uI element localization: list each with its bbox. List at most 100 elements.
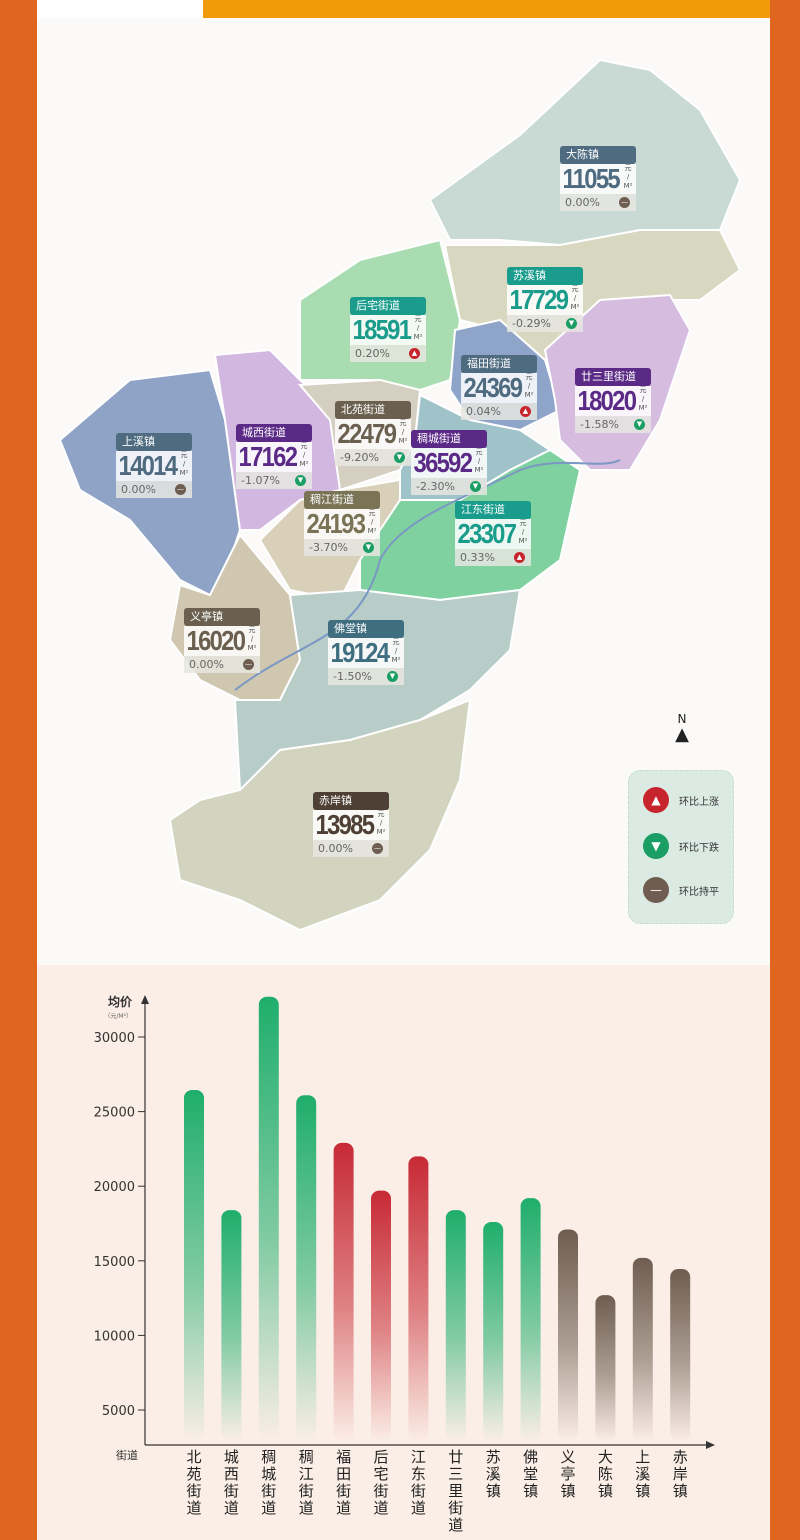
price-unit: 元 / M² [376, 810, 386, 836]
down-trend-icon: ▼ [363, 542, 374, 553]
legend-label: 环比上涨 [679, 796, 719, 808]
price-unit: 元 / M² [299, 442, 309, 468]
region-name: 城西街道 [236, 424, 312, 442]
region-name: 苏溪镇 [507, 267, 583, 285]
region-name: 稠城街道 [411, 430, 487, 448]
legend-item-flat: — 环比持平 [643, 877, 719, 903]
region-price: 13985 [315, 809, 375, 840]
price-unit: 元 / M² [247, 626, 257, 652]
region-name: 赤岸镇 [313, 792, 389, 810]
region-price: 17729 [509, 284, 569, 315]
down-arrow-icon: ▼ [643, 833, 669, 859]
header-left [37, 0, 203, 18]
region-name: 后宅街道 [350, 297, 426, 315]
x-tick-label: 城西街道 [224, 1448, 239, 1517]
region-name: 江东街道 [455, 501, 531, 519]
price-unit: 元 / M² [179, 451, 189, 477]
legend: ▲ 环比上涨 ▼ 环比下跌 — 环比持平 [628, 770, 734, 924]
flat-dash-icon: — [643, 877, 669, 903]
region-change: -9.20% [340, 451, 379, 464]
y-tick-label: 30000 [94, 1031, 135, 1046]
x-tick-label: 佛堂镇 [523, 1448, 538, 1500]
map-label: 北苑街道 22479 元 / M² -9.20% ▼ [335, 401, 411, 466]
bar [483, 1222, 504, 1442]
bar [595, 1295, 616, 1442]
x-tick-label: 义亭镇 [560, 1448, 575, 1500]
map-label: 上溪镇 14014 元 / M² 0.00% — [116, 433, 192, 498]
bar [445, 1210, 466, 1442]
x-tick-label: 江东街道 [411, 1448, 426, 1517]
region-change: 0.04% [466, 405, 501, 418]
price-unit: 元 / M² [413, 315, 423, 341]
down-trend-icon: ▼ [566, 318, 577, 329]
price-unit: 元 / M² [524, 373, 534, 399]
region-change: -1.07% [241, 474, 280, 487]
y-tick-label: 5000 [102, 1404, 135, 1419]
legend-label: 环比持平 [679, 886, 719, 898]
price-unit: 元 / M² [367, 509, 377, 535]
bar [670, 1269, 691, 1442]
map-label: 稠江街道 24193 元 / M² -3.70% ▼ [304, 491, 380, 556]
bar [371, 1190, 391, 1442]
region-change: 0.00% [189, 658, 224, 671]
y-tick-label: 20000 [94, 1180, 135, 1195]
region-price: 17162 [238, 441, 298, 472]
price-unit: 元 / M² [570, 285, 580, 311]
region-change: -2.30% [416, 480, 455, 493]
map-label: 福田街道 24369 元 / M² 0.04% ▲ [461, 355, 537, 420]
region-price: 11055 [562, 163, 621, 194]
legend-label: 环比下跌 [679, 842, 719, 854]
region-name: 北苑街道 [335, 401, 411, 419]
x-tick-label: 赤岸镇 [673, 1448, 688, 1500]
price-unit: 元 / M² [474, 448, 484, 474]
map-label: 廿三里街道 18020 元 / M² -1.58% ▼ [575, 368, 651, 433]
price-unit: 元 / M² [518, 519, 528, 545]
bar [520, 1198, 541, 1442]
bar [333, 1142, 354, 1442]
up-trend-icon: ▲ [409, 348, 420, 359]
region-price: 14014 [118, 450, 178, 481]
price-unit: 元 / M² [623, 164, 633, 190]
x-tick-label: 后宅街道 [373, 1448, 388, 1517]
region-name: 稠江街道 [304, 491, 380, 509]
region-change: 0.00% [121, 483, 156, 496]
legend-item-down: ▼ 环比下跌 [643, 833, 719, 859]
x-tick-label: 大陈镇 [598, 1448, 613, 1500]
region-name: 佛堂镇 [328, 620, 404, 638]
map-label: 稠城街道 36592 元 / M² -2.30% ▼ [411, 430, 487, 495]
price-unit: 元 / M² [638, 386, 648, 412]
north-arrow: N ▲ [672, 712, 692, 744]
x-tick-label: 稠江街道 [299, 1448, 314, 1517]
region-price: 24193 [306, 508, 366, 539]
region-price: 18020 [577, 385, 637, 416]
region-change: -1.58% [580, 418, 619, 431]
region-name: 义亭镇 [184, 608, 260, 626]
bar [184, 1089, 204, 1442]
down-trend-icon: ▼ [394, 452, 405, 463]
flat-trend-icon: — [243, 659, 254, 670]
down-trend-icon: ▼ [634, 419, 645, 430]
y-tick-label: 10000 [94, 1329, 135, 1344]
region-change: 0.33% [460, 551, 495, 564]
bar [258, 996, 279, 1442]
map-label: 苏溪镇 17729 元 / M² -0.29% ▼ [507, 267, 583, 332]
up-arrow-icon: ▲ [643, 787, 669, 813]
bar [221, 1210, 242, 1442]
y-axis-unit: （元/M²） [104, 1013, 132, 1020]
region-change: -3.70% [309, 541, 348, 554]
region-change: 0.00% [318, 842, 353, 855]
region-name: 大陈镇 [560, 146, 636, 164]
region-change: -1.50% [333, 670, 372, 683]
down-trend-icon: ▼ [470, 481, 481, 492]
region-name: 廿三里街道 [575, 368, 651, 386]
x-tick-label: 福田街道 [336, 1448, 351, 1517]
down-trend-icon: ▼ [295, 475, 306, 486]
map-label: 赤岸镇 13985 元 / M² 0.00% — [313, 792, 389, 857]
down-trend-icon: ▼ [387, 671, 398, 682]
region-change: -0.29% [512, 317, 551, 330]
region-price: 22479 [337, 418, 397, 449]
legend-item-up: ▲ 环比上涨 [643, 787, 719, 813]
x-axis-label: 街道 [116, 1448, 138, 1462]
x-tick-label: 廿三里街道 [448, 1448, 463, 1534]
